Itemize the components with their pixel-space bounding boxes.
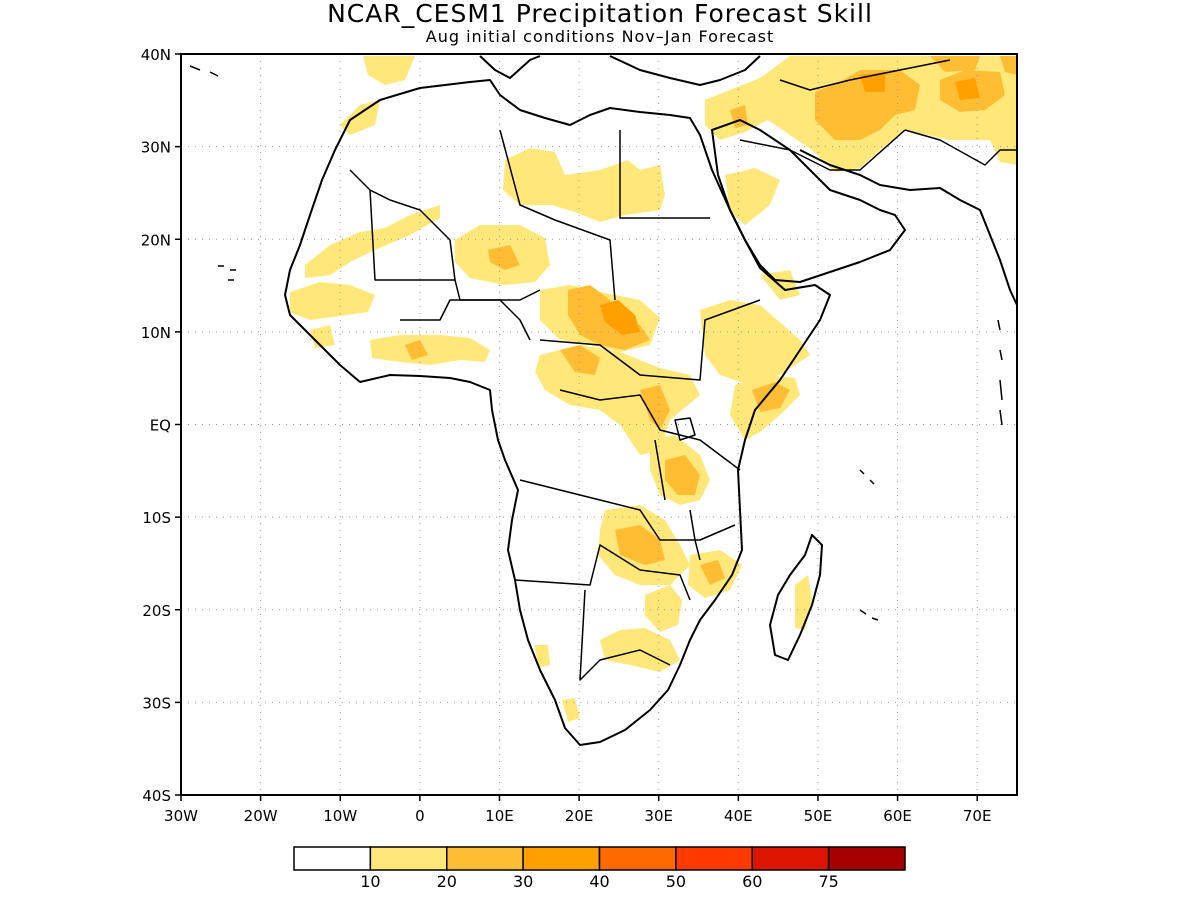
border-4 (369, 189, 541, 301)
skill-region-egypt-red-sea (725, 168, 780, 225)
skill-region-west-coast-dot (310, 325, 335, 348)
lat-label: 40S (142, 787, 171, 805)
skill-region-morocco (363, 56, 415, 85)
colorbar-swatch (598, 846, 677, 871)
skill-region-car (560, 345, 600, 375)
border-6 (559, 389, 741, 471)
lat-label: 40N (141, 46, 171, 64)
skill-region-madagascar (795, 575, 812, 630)
skill-region-ghana (405, 340, 428, 360)
plot-frame (180, 53, 1018, 796)
colorbar-label: 30 (513, 872, 533, 891)
lake-malawi (689, 509, 701, 561)
colorbar-swatch (827, 846, 906, 871)
canary-islands (218, 265, 236, 281)
border-1 (349, 169, 456, 281)
colorbar-swatch (446, 846, 524, 871)
lon-label: 40E (724, 807, 753, 825)
madagascar-coastline (769, 534, 823, 661)
lon-label: 20W (244, 807, 278, 825)
map-subtitle: Aug initial conditions Nov–Jan Forecast (425, 27, 775, 46)
cape-verde (189, 65, 219, 77)
arabia-coastline (711, 119, 906, 283)
lon-label: 0 (415, 807, 425, 825)
europe-coastline (479, 55, 541, 79)
colorbar-swatch (293, 846, 372, 871)
skill-region-botswana (645, 585, 682, 632)
colorbar-label: 50 (666, 872, 686, 891)
skill-region-sudan-max (600, 300, 640, 335)
skill-region-iran-east (1000, 56, 1017, 75)
colorbar-label: 75 (818, 872, 838, 891)
border-8 (514, 544, 691, 601)
lon-label: 60E (883, 807, 912, 825)
lat-label: 10S (142, 509, 171, 527)
map-title: NCAR_CESM1 Precipitation Forecast Skill (327, 0, 873, 28)
skill-shading (290, 56, 1017, 722)
skill-region-pakistan-max (955, 78, 980, 100)
longitude-labels: 30W 20W 10W 0 10E 20E 30E 40E 50E 60E 70… (164, 807, 991, 825)
lon-label: 70E (963, 807, 992, 825)
lake-victoria (674, 417, 696, 441)
skill-region-namibia (535, 645, 550, 668)
colorbar-legend: 10 20 30 40 50 60 75 (293, 846, 906, 891)
skill-region-zambia-core (615, 525, 665, 565)
skill-region-sahel-west (290, 282, 375, 320)
skill-region-guinea-coast (370, 335, 490, 365)
lat-label: 30N (141, 139, 171, 157)
lon-label: 10W (323, 807, 357, 825)
colorbar-swatch (751, 846, 830, 871)
skill-region-kenya-core (752, 382, 790, 412)
skill-region-iran-core (815, 70, 920, 140)
colorbar-swatch (369, 846, 448, 871)
border-9 (579, 589, 671, 681)
lat-label: 20S (142, 602, 171, 620)
border-3 (619, 130, 710, 219)
axis-ticks (175, 53, 978, 801)
colorbar-label: 40 (589, 872, 609, 891)
lon-label: 50E (804, 807, 833, 825)
colorbar-label: 60 (742, 872, 762, 891)
skill-region-drc-east (640, 385, 670, 430)
skill-region-nw-africa (340, 100, 380, 135)
border-12 (904, 129, 1017, 166)
lon-label: 30E (644, 807, 673, 825)
turkey-coastline (609, 55, 761, 86)
skill-region-libya (503, 148, 665, 222)
border-7 (519, 479, 736, 541)
lake-tanganyika (654, 439, 666, 501)
border-5 (539, 299, 761, 381)
skill-region-tanzania-core (665, 455, 700, 495)
border-11 (739, 129, 906, 171)
colorbar-label: 10 (360, 872, 380, 891)
iran-coastline (799, 149, 1017, 306)
border-2 (499, 129, 616, 301)
coastlines-and-borders (189, 55, 1017, 746)
skill-region-ethiopia (700, 300, 810, 385)
lat-label: 20N (141, 231, 171, 249)
africa-coastline (284, 79, 831, 746)
skill-region-cape (562, 698, 580, 722)
lat-label: 30S (142, 694, 171, 712)
border-10 (400, 299, 531, 341)
lon-label: 30W (164, 807, 198, 825)
skill-region-niger-core (488, 245, 520, 270)
lat-label: 10N (141, 324, 171, 342)
border-13 (779, 59, 951, 91)
lat-label: EQ (150, 417, 171, 435)
skill-region-mozambique-core (700, 560, 725, 585)
colorbar-swatch (675, 846, 753, 871)
seychelles (859, 469, 879, 621)
latitude-labels: 40N 30N 20N 10N EQ 10S 20S 30S 40S (141, 46, 171, 805)
lon-label: 10E (485, 807, 514, 825)
colorbar-swatch (522, 846, 601, 871)
maldives (997, 319, 1003, 426)
lat-lon-grid (181, 54, 1017, 795)
lon-label: 20E (565, 807, 594, 825)
colorbar-label: 20 (437, 872, 457, 891)
skill-region-caspian (930, 56, 980, 72)
